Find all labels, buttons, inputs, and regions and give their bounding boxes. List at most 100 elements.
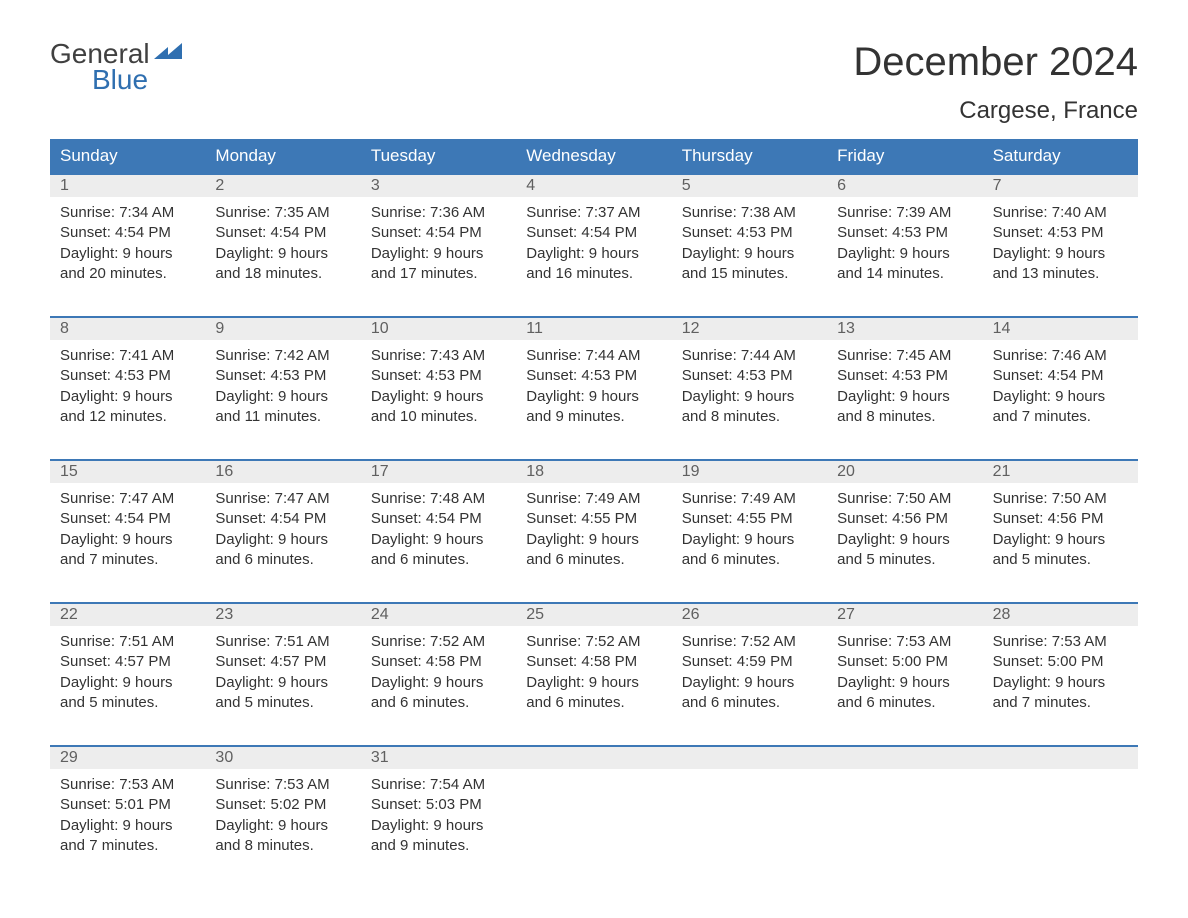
sunrise-text: Sunrise: 7:42 AM [215, 346, 350, 366]
day-cell: 21Sunrise: 7:50 AMSunset: 4:56 PMDayligh… [983, 461, 1138, 592]
day-number: 8 [50, 318, 205, 340]
daylight1-text: Daylight: 9 hours [837, 244, 972, 264]
day-body [672, 769, 827, 797]
daylight2-text: and 11 minutes. [215, 407, 350, 427]
sunrise-text: Sunrise: 7:52 AM [526, 632, 661, 652]
day-cell: 29Sunrise: 7:53 AMSunset: 5:01 PMDayligh… [50, 747, 205, 878]
sunrise-text: Sunrise: 7:45 AM [837, 346, 972, 366]
daylight1-text: Daylight: 9 hours [215, 530, 350, 550]
sunset-text: Sunset: 4:53 PM [837, 366, 972, 386]
day-cell [827, 747, 982, 878]
sunrise-text: Sunrise: 7:50 AM [837, 489, 972, 509]
daylight1-text: Daylight: 9 hours [837, 530, 972, 550]
daylight1-text: Daylight: 9 hours [371, 530, 506, 550]
sunrise-text: Sunrise: 7:38 AM [682, 203, 817, 223]
day-cell: 26Sunrise: 7:52 AMSunset: 4:59 PMDayligh… [672, 604, 827, 735]
sunset-text: Sunset: 4:53 PM [682, 223, 817, 243]
sunrise-text: Sunrise: 7:41 AM [60, 346, 195, 366]
day-cell: 25Sunrise: 7:52 AMSunset: 4:58 PMDayligh… [516, 604, 671, 735]
sunrise-text: Sunrise: 7:53 AM [993, 632, 1128, 652]
day-body: Sunrise: 7:39 AMSunset: 4:53 PMDaylight:… [827, 197, 982, 306]
day-body: Sunrise: 7:44 AMSunset: 4:53 PMDaylight:… [672, 340, 827, 449]
sunset-text: Sunset: 4:54 PM [215, 223, 350, 243]
sunrise-text: Sunrise: 7:54 AM [371, 775, 506, 795]
daylight1-text: Daylight: 9 hours [371, 673, 506, 693]
daylight2-text: and 5 minutes. [837, 550, 972, 570]
day-number: 6 [827, 175, 982, 197]
day-body: Sunrise: 7:45 AMSunset: 4:53 PMDaylight:… [827, 340, 982, 449]
day-body: Sunrise: 7:47 AMSunset: 4:54 PMDaylight:… [50, 483, 205, 592]
day-cell: 18Sunrise: 7:49 AMSunset: 4:55 PMDayligh… [516, 461, 671, 592]
daylight1-text: Daylight: 9 hours [371, 244, 506, 264]
daylight1-text: Daylight: 9 hours [526, 387, 661, 407]
sunset-text: Sunset: 5:03 PM [371, 795, 506, 815]
calendar: Sunday Monday Tuesday Wednesday Thursday… [50, 139, 1138, 878]
sunrise-text: Sunrise: 7:52 AM [371, 632, 506, 652]
day-body: Sunrise: 7:35 AMSunset: 4:54 PMDaylight:… [205, 197, 360, 306]
day-cell: 4Sunrise: 7:37 AMSunset: 4:54 PMDaylight… [516, 175, 671, 306]
day-number: 7 [983, 175, 1138, 197]
daylight1-text: Daylight: 9 hours [371, 816, 506, 836]
sunrise-text: Sunrise: 7:46 AM [993, 346, 1128, 366]
logo: General Blue [50, 40, 182, 94]
weeks-container: 1 Sunrise: 7:34 AM Sunset: 4:54 PM Daylight… [50, 173, 1138, 878]
day-header-sunday: Sunday [50, 139, 205, 173]
day-number: 4 [516, 175, 671, 197]
daylight2-text: and 5 minutes. [60, 693, 195, 713]
day-body: Sunrise: 7:54 AMSunset: 5:03 PMDaylight:… [361, 769, 516, 878]
day-cell: 14Sunrise: 7:46 AMSunset: 4:54 PMDayligh… [983, 318, 1138, 449]
day-number: 13 [827, 318, 982, 340]
day-body: Sunrise: 7:50 AMSunset: 4:56 PMDaylight:… [983, 483, 1138, 592]
daylight2-text: and 13 minutes. [993, 264, 1128, 284]
day-cell: 5Sunrise: 7:38 AMSunset: 4:53 PMDaylight… [672, 175, 827, 306]
day-number: 23 [205, 604, 360, 626]
sunset-text: Sunset: 4:58 PM [526, 652, 661, 672]
daylight1-text: Daylight: 9 hours [371, 387, 506, 407]
week-row: 1 Sunrise: 7:34 AM Sunset: 4:54 PM Daylight… [50, 173, 1138, 306]
sunrise-text: Sunrise: 7:39 AM [837, 203, 972, 223]
sunset-text: Sunset: 4:56 PM [837, 509, 972, 529]
sunset-text: Sunset: 4:53 PM [682, 366, 817, 386]
day-number: 1 [50, 175, 205, 197]
header: General Blue December 2024 Cargese, Fran… [50, 40, 1138, 125]
week-row: 15Sunrise: 7:47 AMSunset: 4:54 PMDayligh… [50, 459, 1138, 592]
daylight1-text: Daylight: 9 hours [215, 816, 350, 836]
day-cell: 2Sunrise: 7:35 AMSunset: 4:54 PMDaylight… [205, 175, 360, 306]
sunrise-text: Sunrise: 7:34 AM [60, 203, 195, 223]
day-body: Sunrise: 7:52 AMSunset: 4:59 PMDaylight:… [672, 626, 827, 735]
sunrise-text: Sunrise: 7:50 AM [993, 489, 1128, 509]
day-number: 22 [50, 604, 205, 626]
day-header-tuesday: Tuesday [361, 139, 516, 173]
daylight2-text: and 6 minutes. [682, 550, 817, 570]
sunrise-text: Sunrise: 7:52 AM [682, 632, 817, 652]
day-cell: 27Sunrise: 7:53 AMSunset: 5:00 PMDayligh… [827, 604, 982, 735]
sunset-text: Sunset: 4:55 PM [682, 509, 817, 529]
logo-flag-icon [154, 40, 182, 68]
day-cell: 28Sunrise: 7:53 AMSunset: 5:00 PMDayligh… [983, 604, 1138, 735]
day-body: Sunrise: 7:36 AMSunset: 4:54 PMDaylight:… [361, 197, 516, 306]
daylight1-text: Daylight: 9 hours [837, 387, 972, 407]
sunrise-text: Sunrise: 7:47 AM [60, 489, 195, 509]
daylight2-text: and 7 minutes. [60, 550, 195, 570]
daylight2-text: and 10 minutes. [371, 407, 506, 427]
day-header-wednesday: Wednesday [516, 139, 671, 173]
daylight2-text: and 14 minutes. [837, 264, 972, 284]
sunrise-text: Sunrise: 7:49 AM [526, 489, 661, 509]
sunrise-text: Sunrise: 7:48 AM [371, 489, 506, 509]
daylight1-text: Daylight: 9 hours [682, 387, 817, 407]
day-number: 30 [205, 747, 360, 769]
daylight1-text: Daylight: 9 hours [60, 244, 195, 264]
daylight1-text: Daylight: 9 hours [60, 673, 195, 693]
day-header-friday: Friday [827, 139, 982, 173]
day-number: 27 [827, 604, 982, 626]
day-number: 5 [672, 175, 827, 197]
day-header-monday: Monday [205, 139, 360, 173]
daylight1-text: Daylight: 9 hours [60, 387, 195, 407]
day-cell [983, 747, 1138, 878]
sunrise-text: Sunrise: 7:53 AM [837, 632, 972, 652]
day-body: Sunrise: 7:42 AMSunset: 4:53 PMDaylight:… [205, 340, 360, 449]
daylight2-text: and 7 minutes. [993, 407, 1128, 427]
daylight2-text: and 16 minutes. [526, 264, 661, 284]
day-number: 10 [361, 318, 516, 340]
sunset-text: Sunset: 4:56 PM [993, 509, 1128, 529]
